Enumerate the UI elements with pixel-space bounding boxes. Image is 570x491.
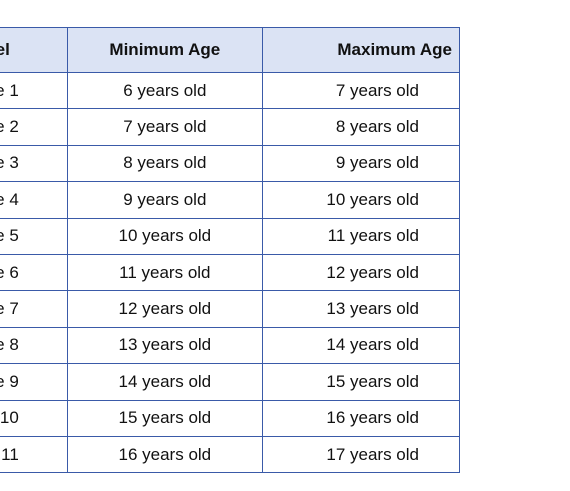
- table-row: Grade 3 8 years old 9 years old: [0, 144, 461, 183]
- table-row: Grade 11 16 years old 17 years old: [0, 435, 461, 474]
- header-maximum-age: Maximum Age: [261, 27, 461, 73]
- cell-level: Grade 11: [0, 435, 68, 474]
- table-row: Grade 6 11 years old 12 years old: [0, 253, 461, 292]
- header-level: Level: [0, 27, 68, 73]
- table-row: Grade 2 7 years old 8 years old: [0, 108, 461, 146]
- cell-maximum-age: 17 years old: [261, 435, 461, 474]
- header-minimum-age: Minimum Age: [66, 27, 263, 73]
- cell-level: Grade 9: [0, 363, 68, 401]
- table-row: Grade 5 10 years old 11 years old: [0, 217, 461, 255]
- table-row: Grade 8 13 years old 14 years old: [0, 326, 461, 365]
- table-header-row: Level Minimum Age Maximum Age: [0, 27, 461, 73]
- cell-maximum-age: 11 years old: [261, 217, 461, 255]
- cell-minimum-age: 9 years old: [66, 181, 263, 219]
- cell-level: Grade 10: [0, 399, 68, 437]
- grade-age-table: Level Minimum Age Maximum Age Grade 1 6 …: [0, 27, 461, 474]
- table-row: Grade 7 12 years old 13 years old: [0, 290, 461, 328]
- cell-minimum-age: 6 years old: [66, 71, 263, 110]
- cell-minimum-age: 16 years old: [66, 435, 263, 474]
- cell-minimum-age: 10 years old: [66, 217, 263, 255]
- cell-minimum-age: 15 years old: [66, 399, 263, 437]
- cell-minimum-age: 14 years old: [66, 363, 263, 401]
- cell-maximum-age: 14 years old: [261, 326, 461, 365]
- cell-minimum-age: 11 years old: [66, 253, 263, 292]
- cell-maximum-age: 7 years old: [261, 71, 461, 110]
- table-row: Grade 9 14 years old 15 years old: [0, 363, 461, 401]
- cell-level: Grade 3: [0, 144, 68, 183]
- cell-maximum-age: 16 years old: [261, 399, 461, 437]
- cell-minimum-age: 13 years old: [66, 326, 263, 365]
- cell-maximum-age: 15 years old: [261, 363, 461, 401]
- cell-minimum-age: 7 years old: [66, 108, 263, 146]
- table-row: Grade 1 6 years old 7 years old: [0, 71, 461, 110]
- cell-minimum-age: 8 years old: [66, 144, 263, 183]
- cell-maximum-age: 9 years old: [261, 144, 461, 183]
- cell-maximum-age: 8 years old: [261, 108, 461, 146]
- table-row: Grade 10 15 years old 16 years old: [0, 399, 461, 437]
- cell-level: Grade 1: [0, 71, 68, 110]
- cell-maximum-age: 10 years old: [261, 181, 461, 219]
- cell-level: Grade 7: [0, 290, 68, 328]
- cell-level: Grade 8: [0, 326, 68, 365]
- table-row: Grade 4 9 years old 10 years old: [0, 181, 461, 219]
- cell-maximum-age: 13 years old: [261, 290, 461, 328]
- cell-level: Grade 5: [0, 217, 68, 255]
- cell-level: Grade 2: [0, 108, 68, 146]
- cell-level: Grade 6: [0, 253, 68, 292]
- cell-minimum-age: 12 years old: [66, 290, 263, 328]
- cell-maximum-age: 12 years old: [261, 253, 461, 292]
- cell-level: Grade 4: [0, 181, 68, 219]
